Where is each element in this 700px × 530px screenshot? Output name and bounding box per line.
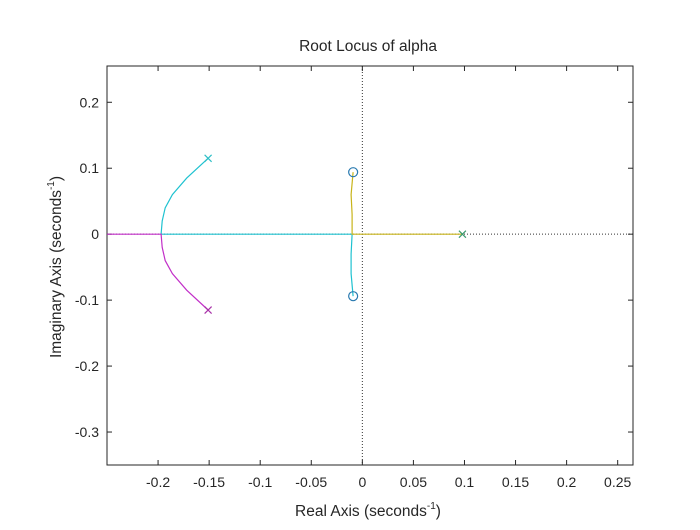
y-axis-label-exponent: -1 xyxy=(46,181,57,190)
x-tick-label: -0.2 xyxy=(146,474,170,490)
pole-marker xyxy=(458,230,467,239)
locus-branch-3 xyxy=(350,172,463,235)
y-tick-label: -0.2 xyxy=(75,358,99,374)
y-axis-label: Imaginary Axis (seconds-1) xyxy=(46,176,65,358)
zero-marker xyxy=(348,167,359,178)
x-axis-label-close: ) xyxy=(436,503,441,520)
axes-box xyxy=(106,65,634,466)
x-tick-label: 0.1 xyxy=(455,474,475,490)
y-tick-label: -0.3 xyxy=(75,424,99,440)
zero-marker xyxy=(348,291,359,302)
tick-labels: -0.2 -0.15 -0.1 -0.05 0 0.05 0.1 0.15 0.2 0.25 -0.… xyxy=(75,94,632,490)
y-axis-label-main: Imaginary Axis (seconds xyxy=(48,190,65,358)
y-tick-label: -0.1 xyxy=(75,292,99,308)
chart-title: Root Locus of alpha xyxy=(299,38,437,55)
pole-marker xyxy=(204,154,213,163)
x-axis-label: Real Axis (seconds-1) xyxy=(295,501,441,520)
locus-branch-2 xyxy=(107,233,209,311)
x-tick-label: 0 xyxy=(358,474,366,490)
x-tick-label: 0.15 xyxy=(502,474,529,490)
plot-area xyxy=(106,65,634,466)
data-marks xyxy=(107,154,467,314)
x-tick-label: 0.25 xyxy=(604,474,631,490)
x-tick-label: -0.05 xyxy=(295,474,327,490)
y-tick-label: 0.2 xyxy=(80,94,100,110)
x-axis-label-exponent: -1 xyxy=(427,501,436,512)
pole-marker xyxy=(204,306,213,314)
x-tick-label: 0.2 xyxy=(557,474,577,490)
locus-branch-1 xyxy=(160,157,354,297)
y-tick-label: 0.1 xyxy=(80,160,100,176)
y-axis-label-close: ) xyxy=(48,176,65,181)
x-tick-label: -0.15 xyxy=(193,474,225,490)
x-axis-label-main: Real Axis (seconds xyxy=(295,503,427,520)
y-tick-label: 0 xyxy=(91,226,99,242)
x-tick-label: -0.1 xyxy=(248,474,272,490)
x-tick-label: 0.05 xyxy=(400,474,427,490)
